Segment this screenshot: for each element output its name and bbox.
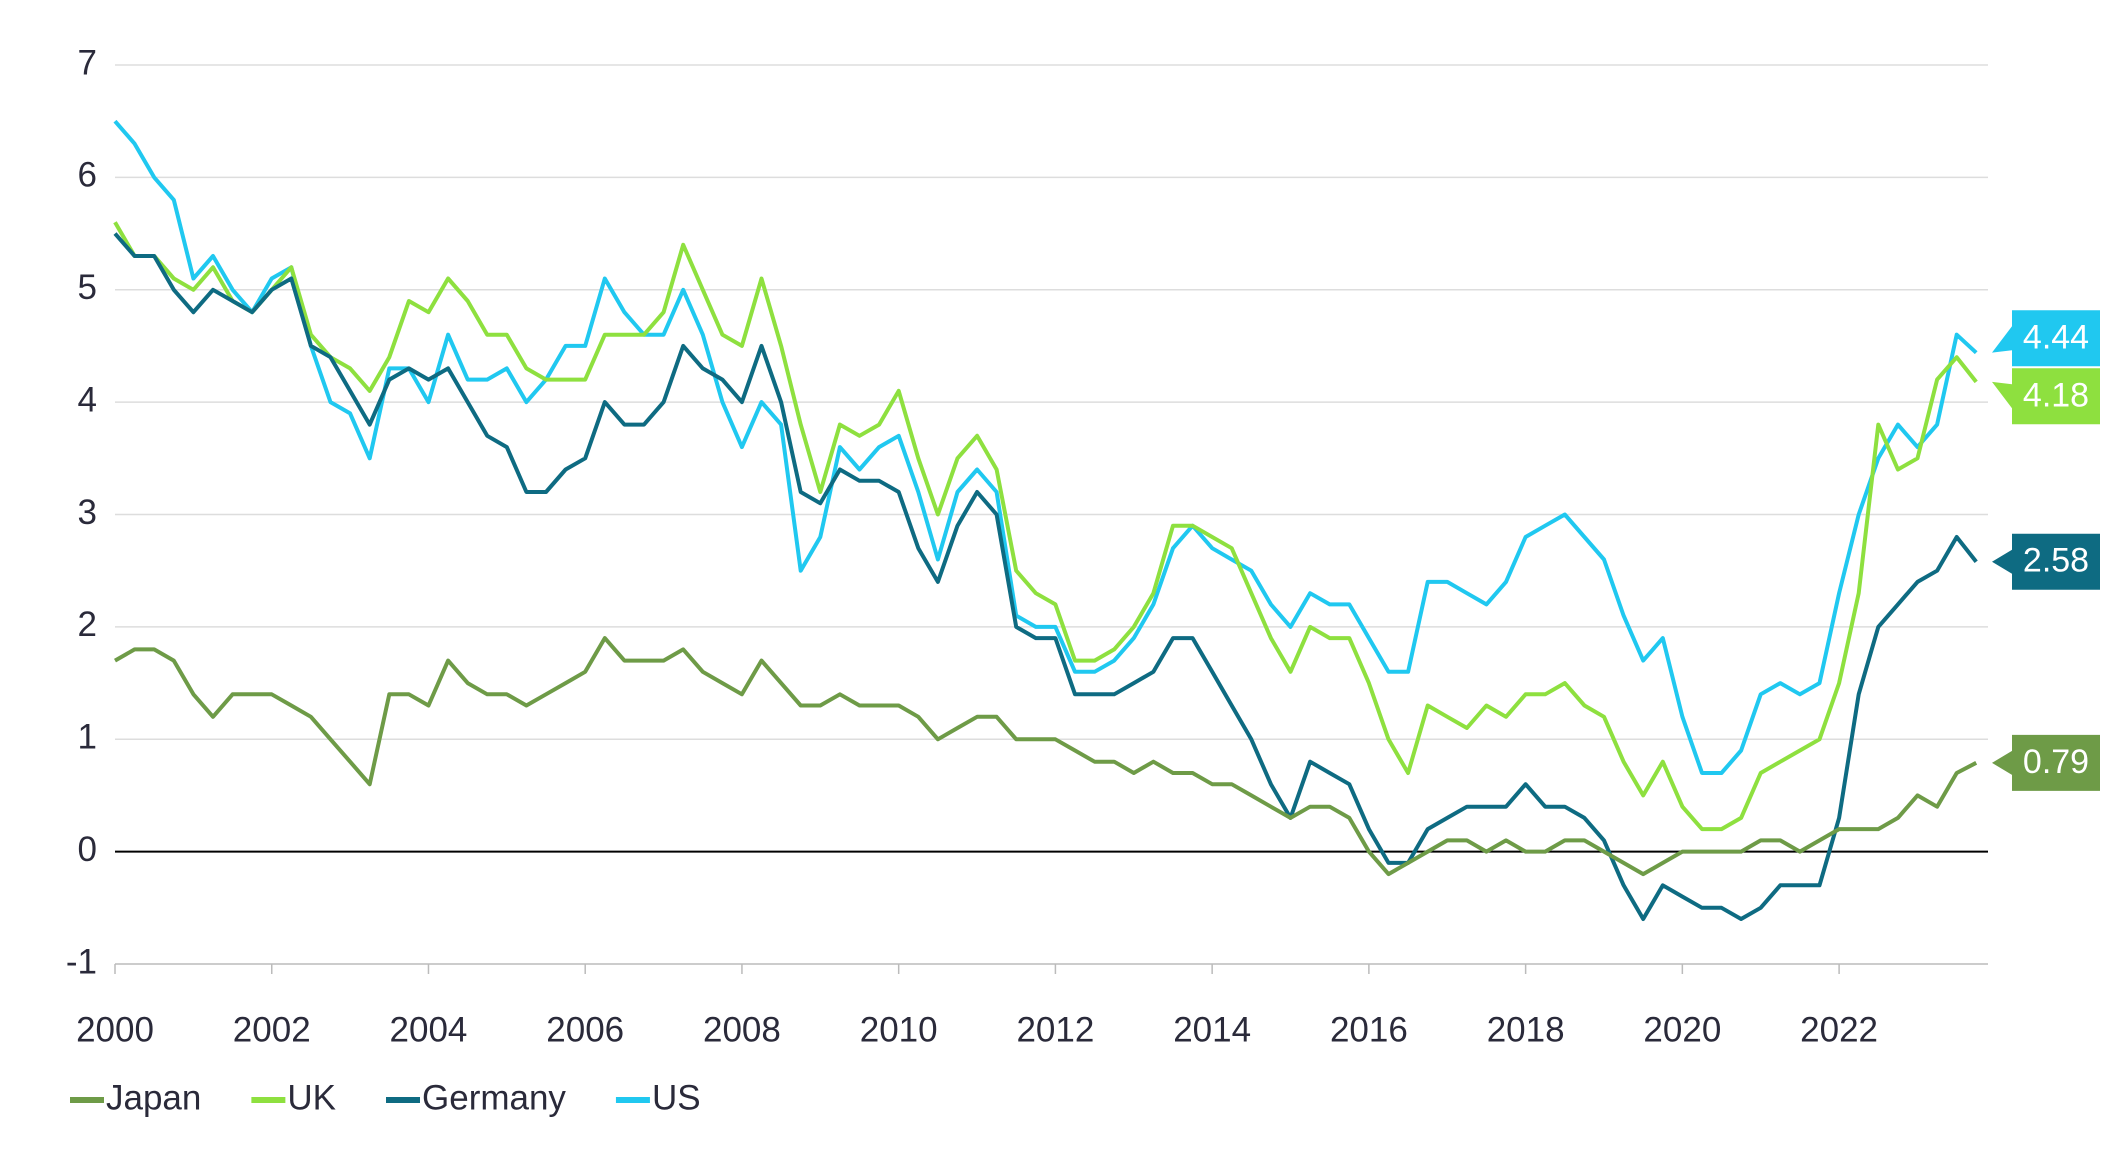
legend-item: US [615,1078,701,1117]
end-label-box [1992,533,2100,590]
y-tick-label: 1 [78,718,97,757]
x-tick-label: 2016 [1330,1010,1408,1049]
series-line [113,221,1978,832]
end-label-box [1992,734,2100,791]
legend-item: UK [251,1078,336,1117]
end-label-box [1992,310,2100,367]
series-line [114,636,1978,877]
legend-label: Germany [422,1078,566,1117]
x-tick-label: 2006 [546,1010,624,1049]
legend-item: Germany [386,1078,566,1117]
end-label-box [1992,368,2100,425]
x-tick-label: 2022 [1800,1010,1878,1049]
x-tick-label: 2018 [1487,1010,1565,1049]
y-tick-label: 2 [78,605,97,644]
end-label: 2.58 [1992,533,2100,590]
y-tick-label: 4 [78,380,97,419]
x-tick-label: 2004 [390,1010,468,1049]
legend-label: Japan [106,1078,201,1117]
end-label-text: 4.44 [2023,318,2089,356]
x-tick-label: 2012 [1016,1010,1094,1049]
series-line [113,232,1978,921]
end-label: 0.79 [1992,734,2100,791]
y-tick-label: -1 [66,942,97,981]
end-label-text: 4.18 [2023,376,2089,414]
end-label: 4.18 [1992,368,2100,425]
legend-label: US [652,1078,701,1117]
y-tick-label: 6 [78,156,97,195]
x-tick-label: 2020 [1643,1010,1721,1049]
end-label: 4.44 [1992,310,2100,367]
x-tick-label: 2000 [76,1010,154,1049]
y-tick-label: 7 [78,43,97,82]
y-tick-label: 0 [78,830,97,869]
y-tick-label: 3 [78,493,97,532]
x-tick-label: 2002 [233,1010,311,1049]
x-tick-label: 2010 [860,1010,938,1049]
end-label-text: 2.58 [2023,542,2089,580]
end-label-text: 0.79 [2023,743,2089,781]
x-tick-label: 2008 [703,1010,781,1049]
legend-label: UK [287,1078,336,1117]
series-line [113,119,1978,775]
legend-item: Japan [70,1078,201,1117]
y-tick-label: 5 [78,268,97,307]
x-tick-label: 2014 [1173,1010,1251,1049]
